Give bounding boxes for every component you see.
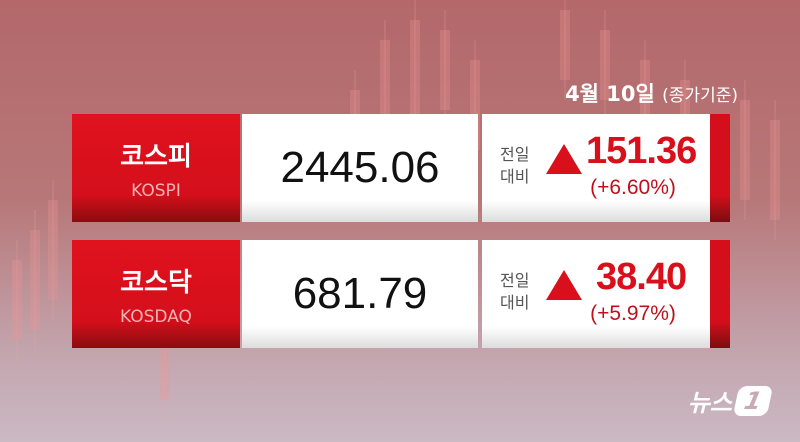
index-name: 코스피	[120, 142, 192, 172]
candle-body	[470, 60, 480, 150]
index-name: 코스닥	[120, 268, 192, 298]
candle-body	[640, 60, 650, 140]
change-value: 151.36	[586, 130, 697, 172]
candle-body	[48, 200, 58, 300]
date: 4월 10일	[565, 82, 655, 106]
candle-body	[740, 100, 750, 200]
up-triangle-icon	[546, 144, 582, 174]
news1-logo: 뉴스 1	[688, 383, 774, 418]
index-label: 코스닥 KOSDAQ	[72, 240, 240, 348]
candle-body	[440, 30, 450, 110]
index-name-en: KOSDAQ	[120, 307, 192, 327]
change-percent: (+6.60%)	[590, 176, 676, 199]
candle-body	[30, 230, 40, 330]
index-name-en: KOSPI	[131, 181, 181, 201]
candle-body	[160, 300, 170, 400]
date-note: (종가기준)	[662, 86, 738, 106]
kospi-row: 코스피 KOSPI 2445.06 전일 대비 151.36 (+6.60%)	[72, 114, 730, 222]
accent-stripe	[710, 240, 730, 348]
kosdaq-row: 코스닥 KOSDAQ 681.79 전일 대비 38.40 (+5.97%)	[72, 240, 730, 348]
candle-body	[380, 40, 390, 160]
index-label: 코스피 KOSPI	[72, 114, 240, 222]
candle-body	[770, 120, 780, 220]
candle-body	[12, 260, 22, 340]
change-label: 전일 대비	[500, 145, 530, 186]
candle-body	[410, 20, 420, 120]
candle-body	[600, 30, 610, 100]
change-value: 38.40	[596, 256, 687, 298]
change-box: 전일 대비 151.36 (+6.60%)	[482, 114, 710, 222]
candle-body	[560, 10, 570, 80]
change-box: 전일 대비 38.40 (+5.97%)	[482, 240, 710, 348]
date-label: 4월 10일 (종가기준)	[565, 78, 738, 108]
accent-stripe	[710, 114, 730, 222]
index-value: 2445.06	[242, 114, 478, 222]
change-percent: (+5.97%)	[590, 302, 676, 325]
up-triangle-icon	[546, 270, 582, 300]
index-value: 681.79	[242, 240, 478, 348]
change-label: 전일 대비	[500, 271, 530, 312]
